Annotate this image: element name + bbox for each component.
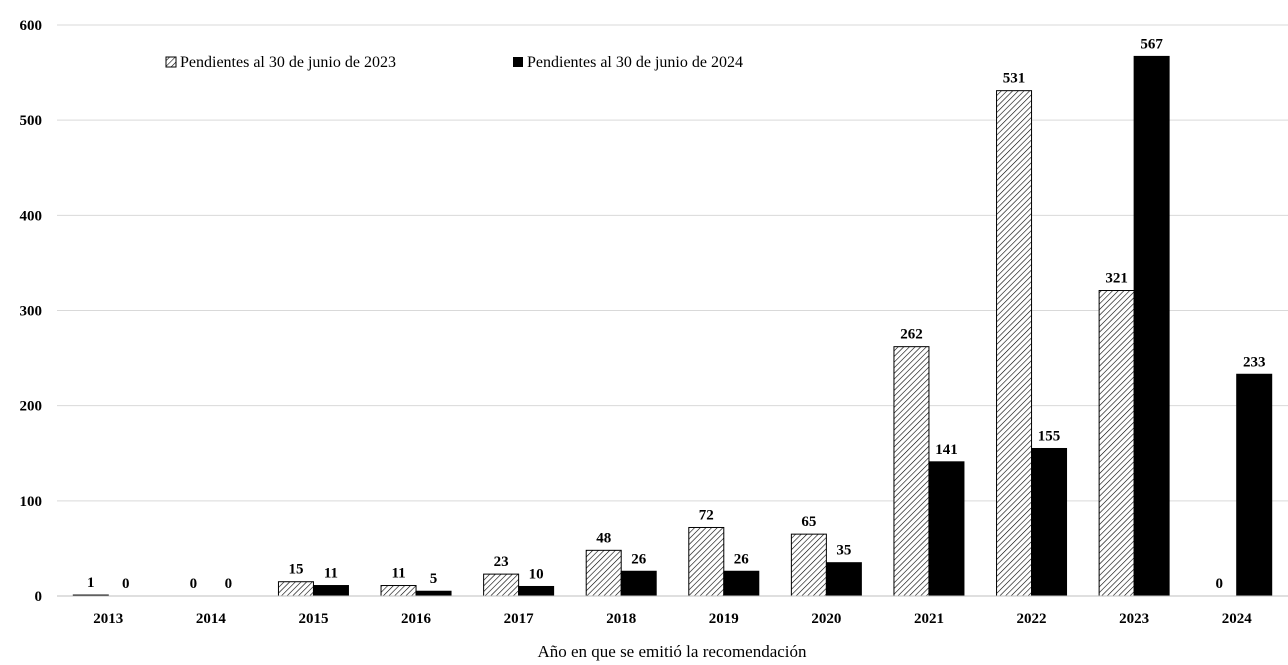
bar-2018-series-2023	[585, 549, 622, 597]
y-tick-label-300: 300	[20, 304, 43, 320]
bar-2023-series-2023	[1098, 290, 1135, 597]
data-label-2020-series-2023: 65	[801, 514, 816, 530]
gridlines	[57, 24, 1288, 502]
y-tick-label-100: 100	[20, 494, 43, 510]
data-label-2017-series-2023: 23	[494, 554, 509, 570]
bar-2015-series-2023	[277, 581, 314, 597]
data-label-2016-series-2024: 5	[430, 571, 438, 587]
data-label-2021-series-2023: 262	[900, 327, 923, 343]
data-label-2016-series-2023: 11	[391, 566, 405, 582]
legend-label-series-2024: Pendientes al 30 de junio de 2024	[527, 54, 743, 71]
x-tick-label-2020: 2020	[811, 611, 841, 627]
bar-2017-series-2023	[483, 573, 520, 597]
bar-2021-series-2024	[928, 461, 965, 597]
x-tick-label-2018: 2018	[606, 611, 636, 627]
y-tick-label-500: 500	[20, 113, 43, 129]
data-label-2023-series-2023: 321	[1105, 271, 1128, 287]
x-tick-label-2024: 2024	[1222, 611, 1253, 627]
bar-2018-series-2024	[620, 570, 657, 597]
x-tick-label-2014: 2014	[196, 611, 227, 627]
bar-2015-series-2024	[312, 585, 349, 597]
data-label-2024-series-2024: 233	[1243, 354, 1266, 370]
x-tick-label-2016: 2016	[401, 611, 432, 627]
data-label-2015-series-2023: 15	[288, 562, 303, 578]
legend-swatch-series-2023	[165, 56, 177, 68]
legend: Pendientes al 30 de junio de 2023 Pendie…	[165, 54, 743, 71]
y-tick-label-200: 200	[20, 399, 43, 415]
x-tick-label-2019: 2019	[709, 611, 739, 627]
y-tick-label-0: 0	[35, 589, 43, 605]
data-label-2021-series-2024: 141	[935, 442, 958, 458]
bar-2019-series-2023	[688, 526, 725, 597]
data-label-2020-series-2024: 35	[836, 543, 851, 559]
bar-2020-series-2024	[825, 562, 862, 597]
x-tick-label-2017: 2017	[504, 611, 535, 627]
bar-2020-series-2023	[790, 533, 827, 597]
bar-2016-series-2024	[415, 590, 452, 597]
x-tick-label-2013: 2013	[93, 611, 123, 627]
x-axis-tick-labels: 2013 2014 2015 2016 2017 2018 2019 2020 2021 2022…	[93, 611, 1252, 627]
x-axis-title: Año en que se emitió la recomendación	[537, 642, 807, 661]
bar-2019-series-2024	[723, 570, 760, 597]
x-tick-label-2015: 2015	[298, 611, 328, 627]
bar-2017-series-2024	[518, 585, 555, 597]
legend-swatch-series-2024	[513, 57, 523, 67]
bar-2022-series-2024	[1031, 447, 1068, 597]
data-label-2014-series-2023: 0	[190, 576, 198, 592]
data-label-2019-series-2024: 26	[734, 551, 750, 567]
data-label-2013-series-2023: 1	[87, 575, 95, 591]
legend-label-series-2023: Pendientes al 30 de junio de 2023	[180, 54, 396, 71]
y-tick-label-400: 400	[20, 208, 43, 224]
data-label-2019-series-2023: 72	[699, 507, 714, 523]
data-label-2013-series-2024: 0	[122, 576, 130, 592]
data-label-2017-series-2024: 10	[529, 566, 544, 582]
x-tick-label-2022: 2022	[1017, 611, 1047, 627]
bar-2023-series-2024	[1133, 55, 1170, 597]
bar-2021-series-2023	[893, 346, 930, 597]
data-label-2015-series-2024: 11	[324, 566, 338, 582]
data-label-2023-series-2024: 567	[1140, 36, 1163, 52]
data-labels: 1 0 0 015 11 11 523104826722665352621415311553…	[87, 36, 1265, 592]
data-label-2018-series-2024: 26	[631, 551, 647, 567]
data-label-2022-series-2023: 531	[1003, 71, 1026, 87]
data-label-2024-series-2023: 0	[1215, 576, 1223, 592]
x-tick-label-2021: 2021	[914, 611, 944, 627]
data-label-2022-series-2024: 155	[1038, 428, 1061, 444]
data-label-2018-series-2023: 48	[596, 530, 611, 546]
y-axis-tick-labels: 0 100 200 300 400 500 600	[20, 18, 43, 605]
bar-2024-series-2024	[1236, 373, 1273, 597]
x-tick-label-2023: 2023	[1119, 611, 1149, 627]
bars	[72, 55, 1273, 597]
data-label-2014-series-2024: 0	[225, 576, 233, 592]
bar-2022-series-2023	[996, 90, 1033, 597]
y-tick-label-600: 600	[20, 18, 43, 34]
bar-2016-series-2023	[380, 585, 417, 597]
